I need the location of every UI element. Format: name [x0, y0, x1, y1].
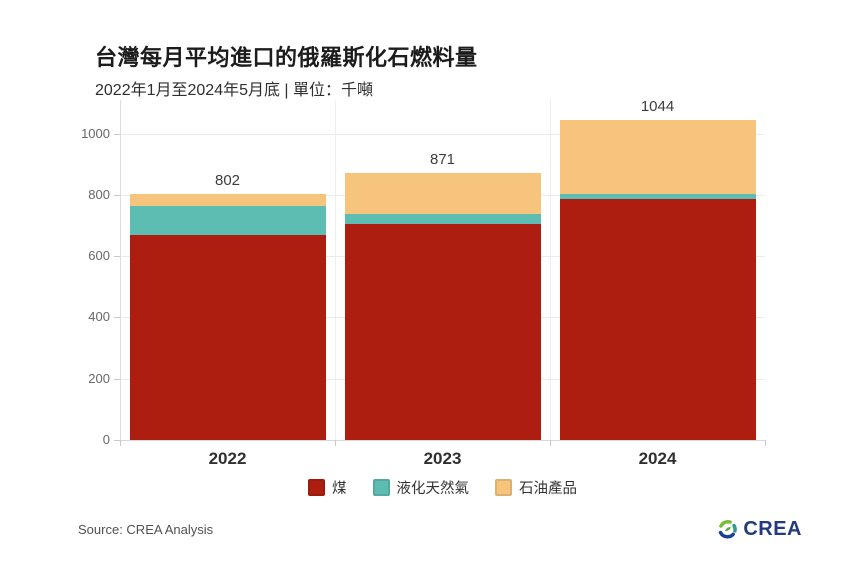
chart-legend: 煤 液化天然氣 石油產品 — [120, 476, 765, 498]
category-separator — [335, 100, 336, 440]
legend-swatch-lng — [372, 478, 390, 496]
x-axis-tick — [550, 440, 551, 446]
category-separator — [550, 100, 551, 440]
bar-segment-coal-2022 — [129, 234, 326, 440]
legend-label-lng: 液化天然氣 — [396, 480, 470, 497]
chart-subtitle: 2022年1月至2024年5月底 | 單位：千噸 — [95, 82, 374, 99]
bar-total-label: 871 — [429, 151, 456, 169]
y-axis-tick-label: 600 — [88, 248, 110, 264]
bar-segment-lng-2023 — [344, 213, 541, 224]
y-axis-tick-label: 400 — [88, 309, 110, 325]
x-axis-category-label: 2022 — [208, 449, 247, 468]
x-axis-tick — [335, 440, 336, 446]
y-axis-tick — [114, 194, 120, 196]
bar-segment-oil-products-2024 — [559, 120, 756, 195]
legend-label-oil-products: 石油產品 — [519, 480, 577, 497]
bar-segment-oil-products-2022 — [129, 194, 326, 207]
y-axis-line — [120, 100, 121, 440]
legend-item-coal: 煤 — [308, 477, 347, 498]
legend-item-lng: 液化天然氣 — [372, 477, 470, 498]
bar-total-label: 802 — [214, 172, 241, 190]
legend-swatch-coal — [308, 478, 325, 496]
chart-title: 台灣每月平均進口的俄羅斯化石燃料量 — [95, 45, 478, 70]
bar-segment-coal-2024 — [559, 199, 756, 440]
bar-segment-oil-products-2023 — [344, 173, 541, 214]
bar-segment-lng-2022 — [129, 206, 326, 235]
y-axis-tick — [114, 133, 120, 135]
legend-swatch-oil-products — [495, 478, 512, 496]
crea-logo: CREA — [717, 518, 802, 541]
y-axis-tick — [114, 440, 120, 441]
legend-item-oil-products: 石油產品 — [495, 477, 577, 498]
legend-label-coal: 煤 — [332, 480, 347, 497]
y-axis-tick-label: 800 — [88, 186, 110, 202]
y-axis-tick — [114, 378, 120, 380]
y-axis-tick — [114, 256, 120, 258]
y-axis-tick-label: 200 — [88, 370, 110, 386]
x-axis-category-label: 2023 — [423, 449, 462, 468]
gridline — [120, 133, 765, 135]
y-axis-tick — [114, 317, 120, 319]
bar-segment-lng-2024 — [559, 194, 756, 200]
y-axis-tick-label: 0 — [102, 432, 110, 447]
x-axis-tick — [765, 440, 766, 446]
y-axis-tick-label: 1000 — [81, 125, 110, 141]
bar-segment-coal-2023 — [344, 223, 541, 440]
source-note: Source: CREA Analysis — [78, 522, 214, 537]
bar-total-label: 1044 — [640, 98, 675, 115]
crea-logo-icon — [719, 520, 738, 539]
crea-logo-text: CREA — [743, 518, 802, 540]
x-axis-line — [120, 440, 765, 441]
x-axis-tick — [120, 440, 121, 446]
x-axis-category-label: 2024 — [638, 449, 677, 468]
